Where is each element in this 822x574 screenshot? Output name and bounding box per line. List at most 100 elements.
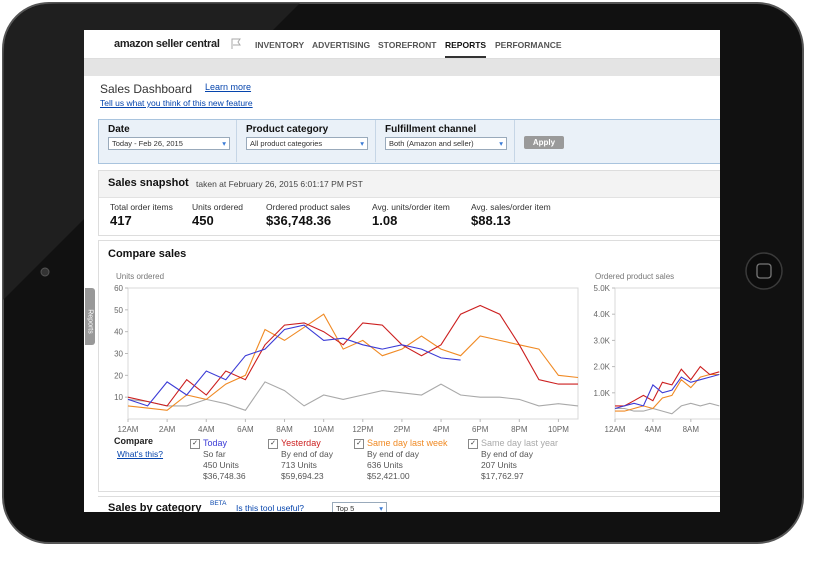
legend-checkbox[interactable]: ✓	[468, 439, 478, 449]
chart-y-label: Units ordered	[116, 272, 165, 281]
legend-name[interactable]: Same day last year	[481, 438, 559, 448]
legend-period: By end of day	[367, 449, 419, 459]
y-tick-label: 10	[114, 393, 123, 402]
metric-label: Avg. sales/order item	[471, 202, 551, 212]
legend-checkbox[interactable]: ✓	[190, 439, 200, 449]
home-button[interactable]	[745, 252, 783, 290]
y-tick-label: 1.0K	[594, 389, 611, 398]
top-bar	[84, 30, 720, 59]
nav-item[interactable]: INVENTORY	[255, 40, 305, 50]
x-tick-label: 8PM	[511, 425, 528, 434]
legend-name[interactable]: Yesterday	[281, 438, 321, 448]
legend-sales: $52,421.00	[367, 471, 410, 481]
side-tab-label[interactable]: Reports	[86, 309, 94, 334]
whats-this-link[interactable]: What's this?	[117, 449, 164, 459]
legend-units: 636 Units	[367, 460, 403, 470]
legend-units: 713 Units	[281, 460, 317, 470]
compare-box	[98, 240, 720, 492]
filter-select[interactable]: Both (Amazon and seller)	[385, 137, 507, 150]
metric-value: $88.13	[471, 213, 511, 228]
y-tick-label: 5.0K	[594, 284, 611, 293]
x-tick-label: 4PM	[433, 425, 450, 434]
nav-item-active[interactable]: REPORTS	[445, 40, 487, 58]
x-tick-label: 12PM	[352, 425, 373, 434]
flag-icon[interactable]	[230, 38, 242, 50]
logo[interactable]: amazon seller central	[114, 38, 220, 50]
nav-item[interactable]: STOREFRONT	[378, 40, 437, 50]
x-tick-label: 10PM	[548, 425, 569, 434]
x-tick-label: 2PM	[394, 425, 411, 434]
home-icon	[756, 263, 772, 279]
y-tick-label: 2.0K	[594, 363, 611, 372]
series-line	[127, 324, 461, 407]
apply-button[interactable]: Apply	[524, 136, 564, 149]
y-tick-label: 40	[114, 328, 123, 337]
series-line	[127, 313, 579, 411]
metric-label: Avg. units/order item	[372, 202, 450, 212]
metric-label: Total order items	[110, 202, 173, 212]
y-tick-label: 4.0K	[594, 310, 611, 319]
metric-value: 417	[110, 213, 132, 228]
category-title: Sales by category	[108, 502, 202, 512]
charts: 10 20 30 40 50 60 12AM 2AM 4AM 6AM 8AM 10AM 12PM 2PM 4…	[114, 284, 720, 434]
metric-value: 450	[192, 213, 214, 228]
filter-select[interactable]: All product categories	[246, 137, 368, 150]
divider	[375, 120, 376, 162]
divider	[236, 120, 237, 162]
metric-label: Ordered product sales	[266, 202, 351, 212]
sub-bar	[84, 59, 720, 76]
nav-item[interactable]: PERFORMANCE	[495, 40, 562, 50]
divider	[514, 120, 515, 162]
legend-name[interactable]: Today	[203, 438, 228, 448]
legend-period: By end of day	[281, 449, 333, 459]
legend-sales: $36,748.36	[203, 471, 246, 481]
metric-value: 1.08	[372, 213, 398, 228]
series-line	[615, 402, 720, 415]
series-line	[615, 365, 720, 407]
legend-sales: $59,694.23	[281, 471, 324, 481]
learn-more-link[interactable]: Learn more	[205, 82, 252, 92]
series-line	[127, 381, 579, 411]
legend-period: So far	[203, 449, 226, 459]
plot-area	[614, 287, 720, 420]
page-title: Sales Dashboard	[100, 82, 193, 96]
legend-title: Compare	[114, 436, 154, 446]
nav-item[interactable]: ADVERTISING	[312, 40, 371, 50]
x-tick-label: 8AM	[276, 425, 293, 434]
filter-label: Date	[108, 124, 130, 135]
snapshot-header	[99, 171, 720, 198]
snapshot-box	[98, 170, 720, 236]
legend-period: By end of day	[481, 449, 533, 459]
top-select[interactable]: Top 5	[332, 502, 387, 512]
y-tick-label: 30	[114, 350, 123, 359]
tool-feedback-link[interactable]: Is this tool useful?	[236, 503, 305, 512]
legend-name[interactable]: Same day last week	[367, 438, 448, 448]
x-tick-label: 8AM	[683, 425, 700, 434]
side-tab[interactable]	[85, 288, 95, 345]
x-tick-label: 6PM	[472, 425, 489, 434]
filter-label: Fulfillment channel	[385, 124, 477, 135]
x-tick-label: 4AM	[198, 425, 215, 434]
filter-label: Product category	[246, 124, 329, 135]
filter-select[interactable]: Today - Feb 26, 2015	[108, 137, 230, 150]
chart-y-label: Ordered product sales	[595, 272, 675, 281]
x-tick-label: 10AM	[313, 425, 334, 434]
metric-label: Units ordered	[192, 202, 244, 212]
x-tick-label: 2AM	[159, 425, 176, 434]
feedback-link[interactable]: Tell us what you think of this new featu…	[100, 98, 253, 108]
legend-units: 207 Units	[481, 460, 517, 470]
y-tick-label: 20	[114, 371, 123, 380]
x-tick-label: 12AM	[605, 425, 626, 434]
screen: amazon seller central INVENTORY ADVERTIS…	[84, 30, 720, 512]
y-tick-label: 50	[114, 306, 123, 315]
legend-checkbox[interactable]: ✓	[354, 439, 364, 449]
legend-units: 450 Units	[203, 460, 239, 470]
snapshot-time: taken at February 26, 2015 6:01:17 PM PS…	[196, 179, 363, 189]
y-tick-label: 3.0K	[594, 336, 611, 345]
legend-checkbox[interactable]: ✓	[268, 439, 278, 449]
camera	[40, 267, 50, 277]
x-tick-label: 4AM	[645, 425, 662, 434]
legend-sales: $17,762.97	[481, 471, 524, 481]
separator	[98, 496, 720, 497]
